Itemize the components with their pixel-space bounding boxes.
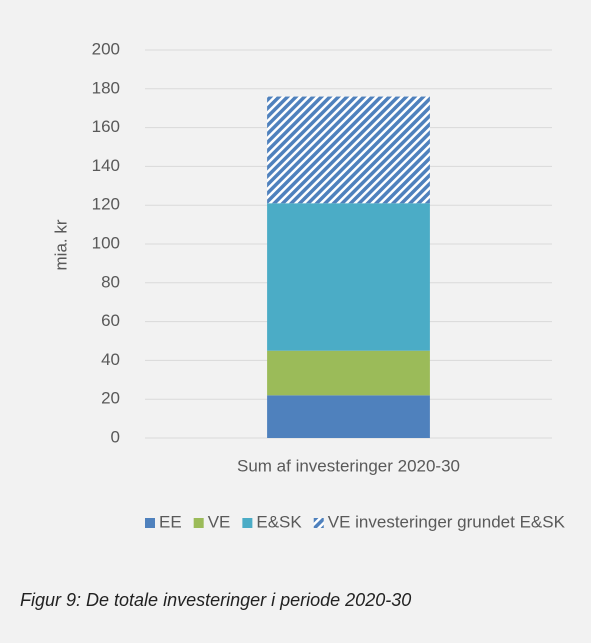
y-axis-label: mia. kr: [51, 219, 70, 270]
bar-segment: [267, 350, 430, 396]
legend-label: E&SK: [256, 512, 302, 531]
y-tick-label: 60: [101, 311, 120, 330]
legend-swatch: [193, 518, 204, 528]
legend-label: EE: [159, 512, 182, 531]
y-tick-label: 20: [101, 389, 120, 408]
y-tick-label: 200: [92, 39, 120, 58]
y-tick-label: 140: [92, 156, 120, 175]
legend-label: VE investeringer grundet E&SK: [328, 512, 566, 531]
legend-swatch: [313, 518, 324, 528]
caption: Figur 9: De totale investeringer i perio…: [20, 590, 411, 610]
legend-swatch: [145, 518, 155, 528]
y-tick-label: 80: [101, 272, 120, 291]
y-tick-label: 120: [92, 195, 120, 214]
y-tick-label: 0: [111, 427, 120, 446]
legend-swatch: [242, 518, 253, 528]
x-tick-label: Sum af investeringer 2020-30: [237, 456, 460, 475]
y-tick-label: 160: [92, 117, 120, 136]
bar-segment: [267, 395, 430, 438]
legend-label: VE: [208, 512, 231, 531]
bar-segment: [267, 96, 430, 204]
bar-segment: [267, 203, 430, 351]
y-tick-label: 40: [101, 350, 120, 369]
y-tick-label: 100: [92, 233, 120, 252]
y-tick-label: 180: [92, 78, 120, 97]
